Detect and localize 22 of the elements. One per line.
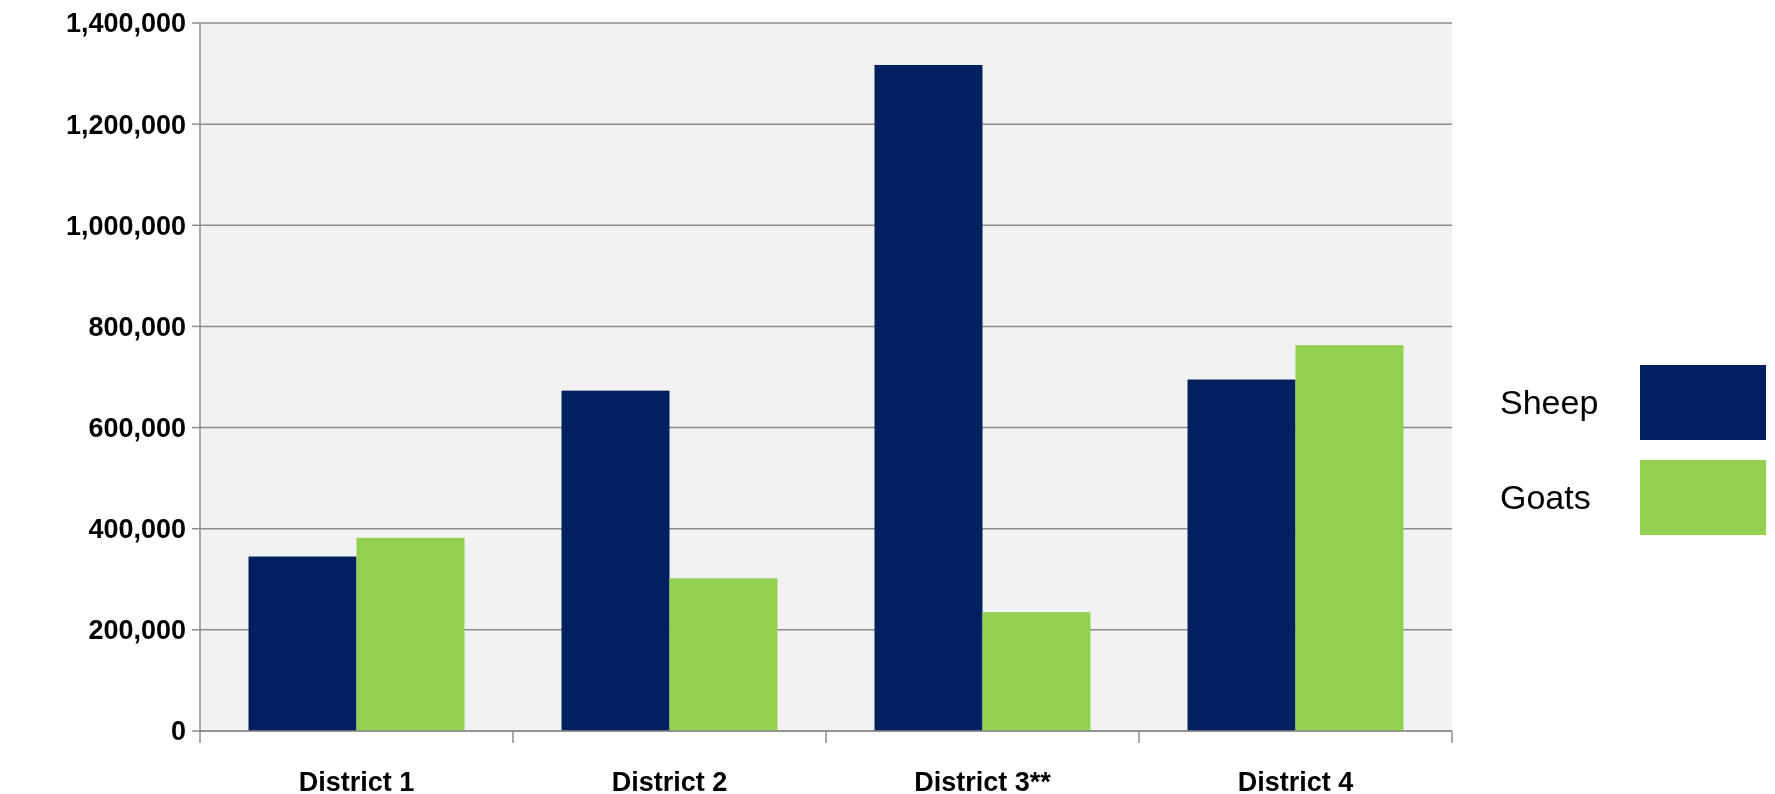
y-tick-label: 800,000 <box>88 311 186 342</box>
y-tick-label: 400,000 <box>88 514 186 545</box>
y-tick-label: 200,000 <box>88 615 186 646</box>
x-tick-label: District 1 <box>298 767 415 794</box>
bar <box>982 612 1091 731</box>
x-tick-label: District 2 <box>611 767 728 794</box>
y-tick-label: 0 <box>170 716 186 747</box>
bar <box>356 537 465 731</box>
bar <box>874 64 983 731</box>
y-tick-label: 1,400,000 <box>65 8 186 39</box>
bar <box>1187 379 1296 731</box>
y-tick-label: 600,000 <box>88 413 186 444</box>
bar <box>248 556 357 731</box>
x-tick-label: District 3** <box>914 767 1052 794</box>
y-tick-label: 1,200,000 <box>65 109 186 140</box>
bar <box>561 390 670 731</box>
legend-label: Sheep <box>1500 382 1599 421</box>
legend-label: Goats <box>1500 477 1591 516</box>
bar <box>1295 345 1404 731</box>
bar <box>669 578 778 731</box>
x-tick-label: District 4 <box>1237 767 1354 794</box>
y-tick-label: 1,000,000 <box>65 210 186 241</box>
